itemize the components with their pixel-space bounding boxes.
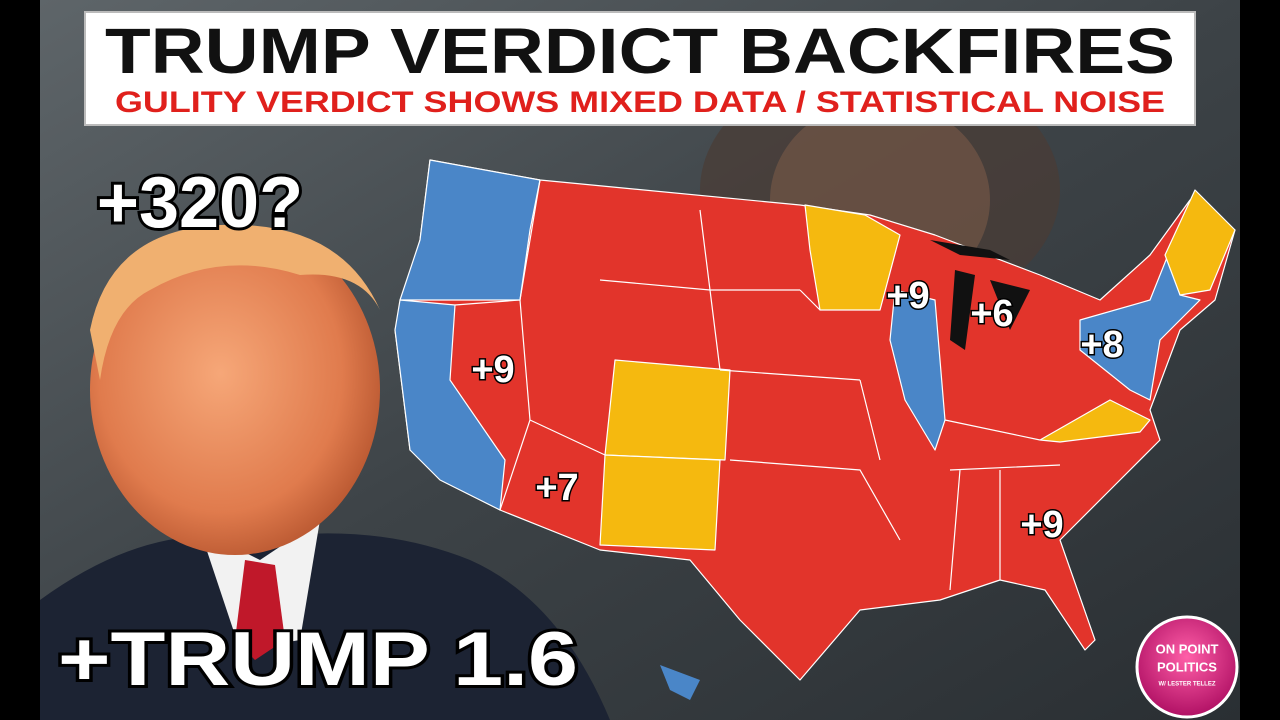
map-label: +9 [886, 275, 929, 317]
map-label: +9 [471, 349, 514, 391]
map-label: +7 [535, 467, 578, 509]
hawaii [660, 665, 700, 700]
projection: +320? [97, 163, 303, 243]
margin: +TRUMP 1.6 [58, 617, 578, 702]
person [40, 224, 610, 720]
logo-line: ON POINT [1156, 641, 1219, 656]
yellow-state [1164, 189, 1236, 296]
blue-state [1079, 249, 1201, 401]
yellow-state [1039, 399, 1151, 443]
logo-line: POLITICS [1157, 659, 1217, 674]
face [90, 225, 380, 555]
blue-state [889, 289, 946, 451]
yellow-state [604, 359, 731, 461]
yellow-state [804, 204, 901, 311]
logo: ON POINT POLITICS W/ LESTER TELLEZ [1135, 615, 1239, 719]
suit [40, 533, 610, 720]
header-box [84, 11, 1196, 126]
subtitle: GULITY VERDICT SHOWS MIXED DATA / STATIS… [115, 86, 1165, 119]
state-lines [454, 179, 1061, 591]
map-label: +6 [970, 293, 1013, 335]
logo-badge [1135, 615, 1239, 719]
great-lakes [930, 240, 1030, 350]
map-labels: +9 +7 +9 +6 +8 +9 [470, 274, 1125, 548]
logo-line: W/ LESTER TELLEZ [1159, 682, 1216, 688]
title: TRUMP VERDICT BACKFIRES [105, 15, 1175, 87]
us-map [394, 159, 1236, 700]
map-label: +8 [1080, 324, 1123, 366]
hair [90, 224, 380, 380]
yellow-state [599, 454, 721, 551]
tie [235, 560, 285, 660]
map-label: +9 [1020, 504, 1063, 546]
